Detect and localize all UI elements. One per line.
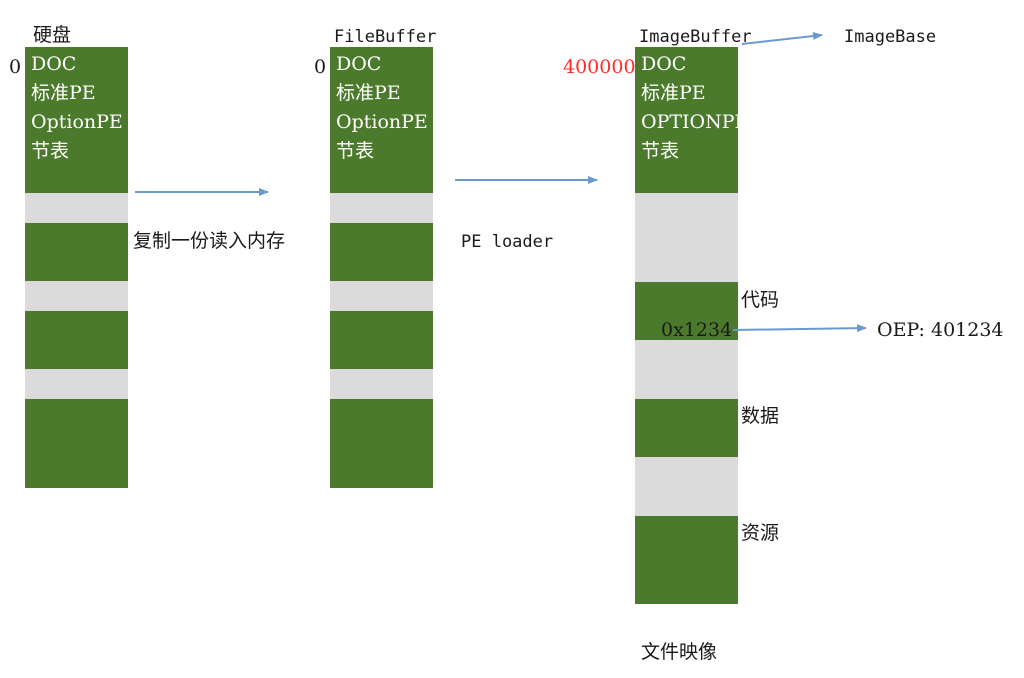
filebuffer-column: DOC 标准PE OptionPE 节表 [330, 47, 433, 488]
disk-section [25, 223, 128, 281]
filebuffer-header-line: OptionPE [336, 111, 428, 133]
disk-gap [25, 369, 128, 399]
filebuffer-section [330, 399, 433, 488]
filebuffer-gap [330, 369, 433, 399]
imagebuffer-column: DOC 标准PE OPTIONPE 节表 [635, 47, 748, 604]
disk-header-section [25, 47, 128, 193]
disk-gap [25, 193, 128, 223]
imagebuffer-header-line: OPTIONPE [641, 111, 749, 133]
code-offset: 0x1234 [661, 319, 733, 341]
imagebase-label: ImageBase [844, 27, 937, 47]
disk-title: 硬盘 [33, 24, 72, 46]
imagebuffer-gap [635, 193, 738, 282]
imagebuffer-header-section [635, 47, 738, 193]
filebuffer-gap [330, 193, 433, 223]
imagebuffer-gap [635, 457, 738, 516]
imagebuffer-resource-section [635, 516, 738, 604]
filebuffer-header-line: 节表 [336, 140, 375, 162]
filebuffer-offset: 0 [314, 56, 327, 78]
disk-header-line: DOC [31, 53, 77, 75]
oep-label: OEP: 401234 [877, 319, 1004, 341]
filebuffer-section [330, 311, 433, 369]
disk-section [25, 399, 128, 488]
disk-column: DOC 标准PE OptionPE 节表 [25, 47, 128, 488]
imagebuffer-gap [635, 340, 738, 399]
disk-gap [25, 281, 128, 311]
filebuffer-header-line: 标准PE [336, 82, 401, 104]
pe-loader-label: PE loader [461, 232, 554, 252]
resource-label: 资源 [741, 522, 780, 544]
disk-section [25, 311, 128, 369]
disk-header-line: OptionPE [31, 111, 123, 133]
copy-to-memory-label: 复制一份读入内存 [133, 230, 286, 252]
filebuffer-title: FileBuffer [334, 27, 437, 47]
disk-header-line: 节表 [31, 140, 70, 162]
imagebuffer-data-section [635, 399, 738, 457]
imagebuffer-header-line: 标准PE [641, 82, 706, 104]
data-label: 数据 [741, 405, 780, 427]
imagebase-arrow [741, 32, 823, 45]
disk-header-line: 标准PE [31, 82, 96, 104]
oep-arrow [732, 324, 867, 333]
file-image-caption: 文件映像 [641, 641, 718, 663]
code-label: 代码 [741, 289, 780, 311]
imagebuffer-header-line: 节表 [641, 140, 680, 162]
filebuffer-gap [330, 281, 433, 311]
imagebuffer-code-section [635, 282, 738, 340]
filebuffer-header-section [330, 47, 433, 193]
imagebuffer-offset: 400000 [563, 56, 636, 78]
filebuffer-header-line: DOC [336, 53, 382, 75]
imagebuffer-title: ImageBuffer [639, 27, 752, 47]
filebuffer-section [330, 223, 433, 281]
disk-offset: 0 [9, 56, 22, 78]
imagebuffer-header-line: DOC [641, 53, 687, 75]
